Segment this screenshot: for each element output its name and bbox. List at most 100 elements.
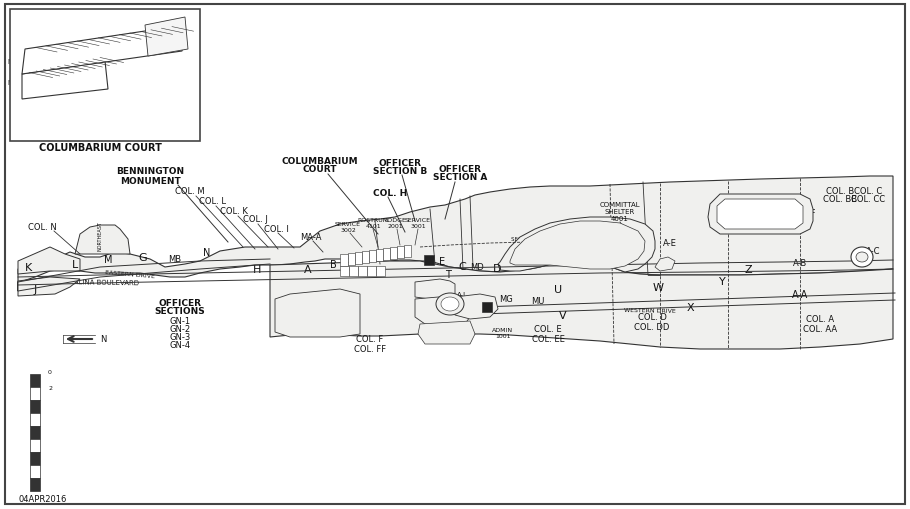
- Polygon shape: [275, 290, 360, 337]
- Text: K: K: [25, 263, 32, 272]
- Text: 2: 2: [48, 385, 52, 390]
- Text: X: X: [686, 302, 693, 313]
- Text: B: B: [329, 260, 337, 269]
- Text: ROSTRUM: ROSTRUM: [358, 217, 389, 222]
- Text: B: B: [357, 257, 360, 262]
- Polygon shape: [708, 194, 813, 235]
- Bar: [340, 267, 349, 276]
- Text: MC: MC: [515, 253, 529, 262]
- Text: O: O: [577, 223, 587, 236]
- Text: 2: 2: [399, 251, 402, 256]
- Text: 6: 6: [88, 67, 92, 72]
- Text: 3: 3: [392, 252, 395, 257]
- Text: 3: 3: [57, 41, 62, 47]
- Text: COL. G: COL. G: [304, 320, 332, 329]
- Text: MG: MG: [499, 295, 513, 304]
- Text: GN-2: GN-2: [169, 324, 190, 333]
- Text: 8: 8: [98, 65, 102, 71]
- Text: Q: Q: [623, 246, 632, 257]
- Text: COL. FF: COL. FF: [354, 345, 386, 354]
- Bar: [376, 249, 383, 262]
- Text: 04APR2016: 04APR2016: [18, 495, 66, 503]
- Polygon shape: [415, 296, 472, 327]
- Text: 2: 2: [48, 73, 52, 78]
- Text: G: G: [138, 252, 147, 263]
- Text: S: S: [473, 302, 479, 313]
- Text: SECTIONS: SECTIONS: [155, 307, 206, 316]
- Bar: [482, 302, 492, 313]
- Text: BENNINGTON: BENNINGTON: [116, 167, 184, 176]
- Bar: [30, 400, 40, 413]
- Text: POST: POST: [318, 302, 342, 311]
- Text: 13: 13: [114, 32, 121, 38]
- Text: 11: 11: [102, 34, 109, 40]
- Text: 21: 21: [159, 25, 167, 31]
- Text: A-G: A-G: [753, 215, 771, 224]
- Text: D: D: [492, 264, 501, 273]
- Text: COL. F: COL. F: [357, 335, 384, 344]
- Text: 4101: 4101: [365, 223, 380, 228]
- Text: MONUMENT: MONUMENT: [119, 176, 180, 185]
- Bar: [30, 413, 40, 426]
- Bar: [358, 267, 367, 276]
- Text: 1: 1: [38, 74, 42, 79]
- Text: MA-A: MA-A: [300, 233, 322, 242]
- Bar: [367, 267, 376, 276]
- Text: 3001: 3001: [410, 223, 426, 228]
- Text: COL. BB: COL. BB: [823, 195, 857, 204]
- Text: COLUMBARIUM: COLUMBARIUM: [282, 157, 359, 166]
- Text: COL. AA: COL. AA: [803, 325, 837, 334]
- Text: COL. L: COL. L: [198, 197, 226, 206]
- Text: 11: 11: [340, 259, 348, 264]
- Text: 9: 9: [92, 36, 96, 41]
- Text: SOUTHEAST LOOP: SOUTHEAST LOOP: [738, 212, 785, 217]
- Text: T: T: [445, 269, 451, 279]
- Text: SECTION A: SECTION A: [433, 173, 487, 182]
- Text: 17: 17: [136, 29, 144, 35]
- Bar: [390, 247, 397, 260]
- Text: A-A: A-A: [792, 290, 808, 299]
- Text: 4: 4: [385, 253, 389, 258]
- Text: 19: 19: [148, 26, 155, 33]
- Text: A: A: [304, 265, 312, 274]
- Text: OFFICER: OFFICER: [439, 165, 481, 174]
- Bar: [355, 252, 362, 265]
- Text: L: L: [72, 260, 78, 269]
- Text: GN-1: GN-1: [169, 316, 190, 325]
- Text: NORTHEAST: NORTHEAST: [97, 220, 103, 250]
- Text: 7: 7: [80, 38, 85, 43]
- Text: 5: 5: [78, 68, 82, 74]
- Text: 6: 6: [370, 255, 374, 260]
- Polygon shape: [717, 200, 803, 230]
- Ellipse shape: [441, 297, 459, 312]
- Text: 1: 1: [406, 250, 410, 255]
- Text: SECTION B: SECTION B: [373, 166, 427, 175]
- Text: COL. C: COL. C: [854, 187, 882, 196]
- Text: 2001: 2001: [387, 223, 403, 228]
- Text: 5: 5: [378, 254, 381, 259]
- Text: COL. N: COL. N: [27, 223, 56, 232]
- Polygon shape: [415, 279, 455, 299]
- Bar: [30, 452, 40, 465]
- Text: A-C: A-C: [865, 247, 880, 256]
- Text: 1: 1: [46, 43, 50, 49]
- Text: M1: M1: [7, 80, 18, 86]
- Text: GN-3: GN-3: [169, 332, 190, 341]
- Bar: [30, 439, 40, 452]
- Text: COL. A: COL. A: [806, 315, 834, 324]
- Text: P: P: [578, 256, 586, 269]
- Text: 0: 0: [48, 369, 52, 374]
- Text: 7: 7: [364, 256, 368, 261]
- Text: COMMITTAL: COMMITTAL: [600, 202, 641, 208]
- Text: N: N: [203, 247, 211, 258]
- Text: M: M: [104, 254, 112, 265]
- Text: FLAGPOLE: FLAGPOLE: [429, 332, 461, 337]
- Text: SERVICE: SERVICE: [405, 217, 431, 222]
- Text: 1: 1: [379, 270, 382, 275]
- Text: OFFICER: OFFICER: [158, 298, 201, 307]
- Text: COL. M: COL. M: [176, 187, 205, 196]
- Text: MD: MD: [470, 263, 484, 272]
- Bar: [340, 254, 348, 267]
- Text: MU: MU: [531, 297, 545, 306]
- Text: A-D: A-D: [855, 254, 868, 261]
